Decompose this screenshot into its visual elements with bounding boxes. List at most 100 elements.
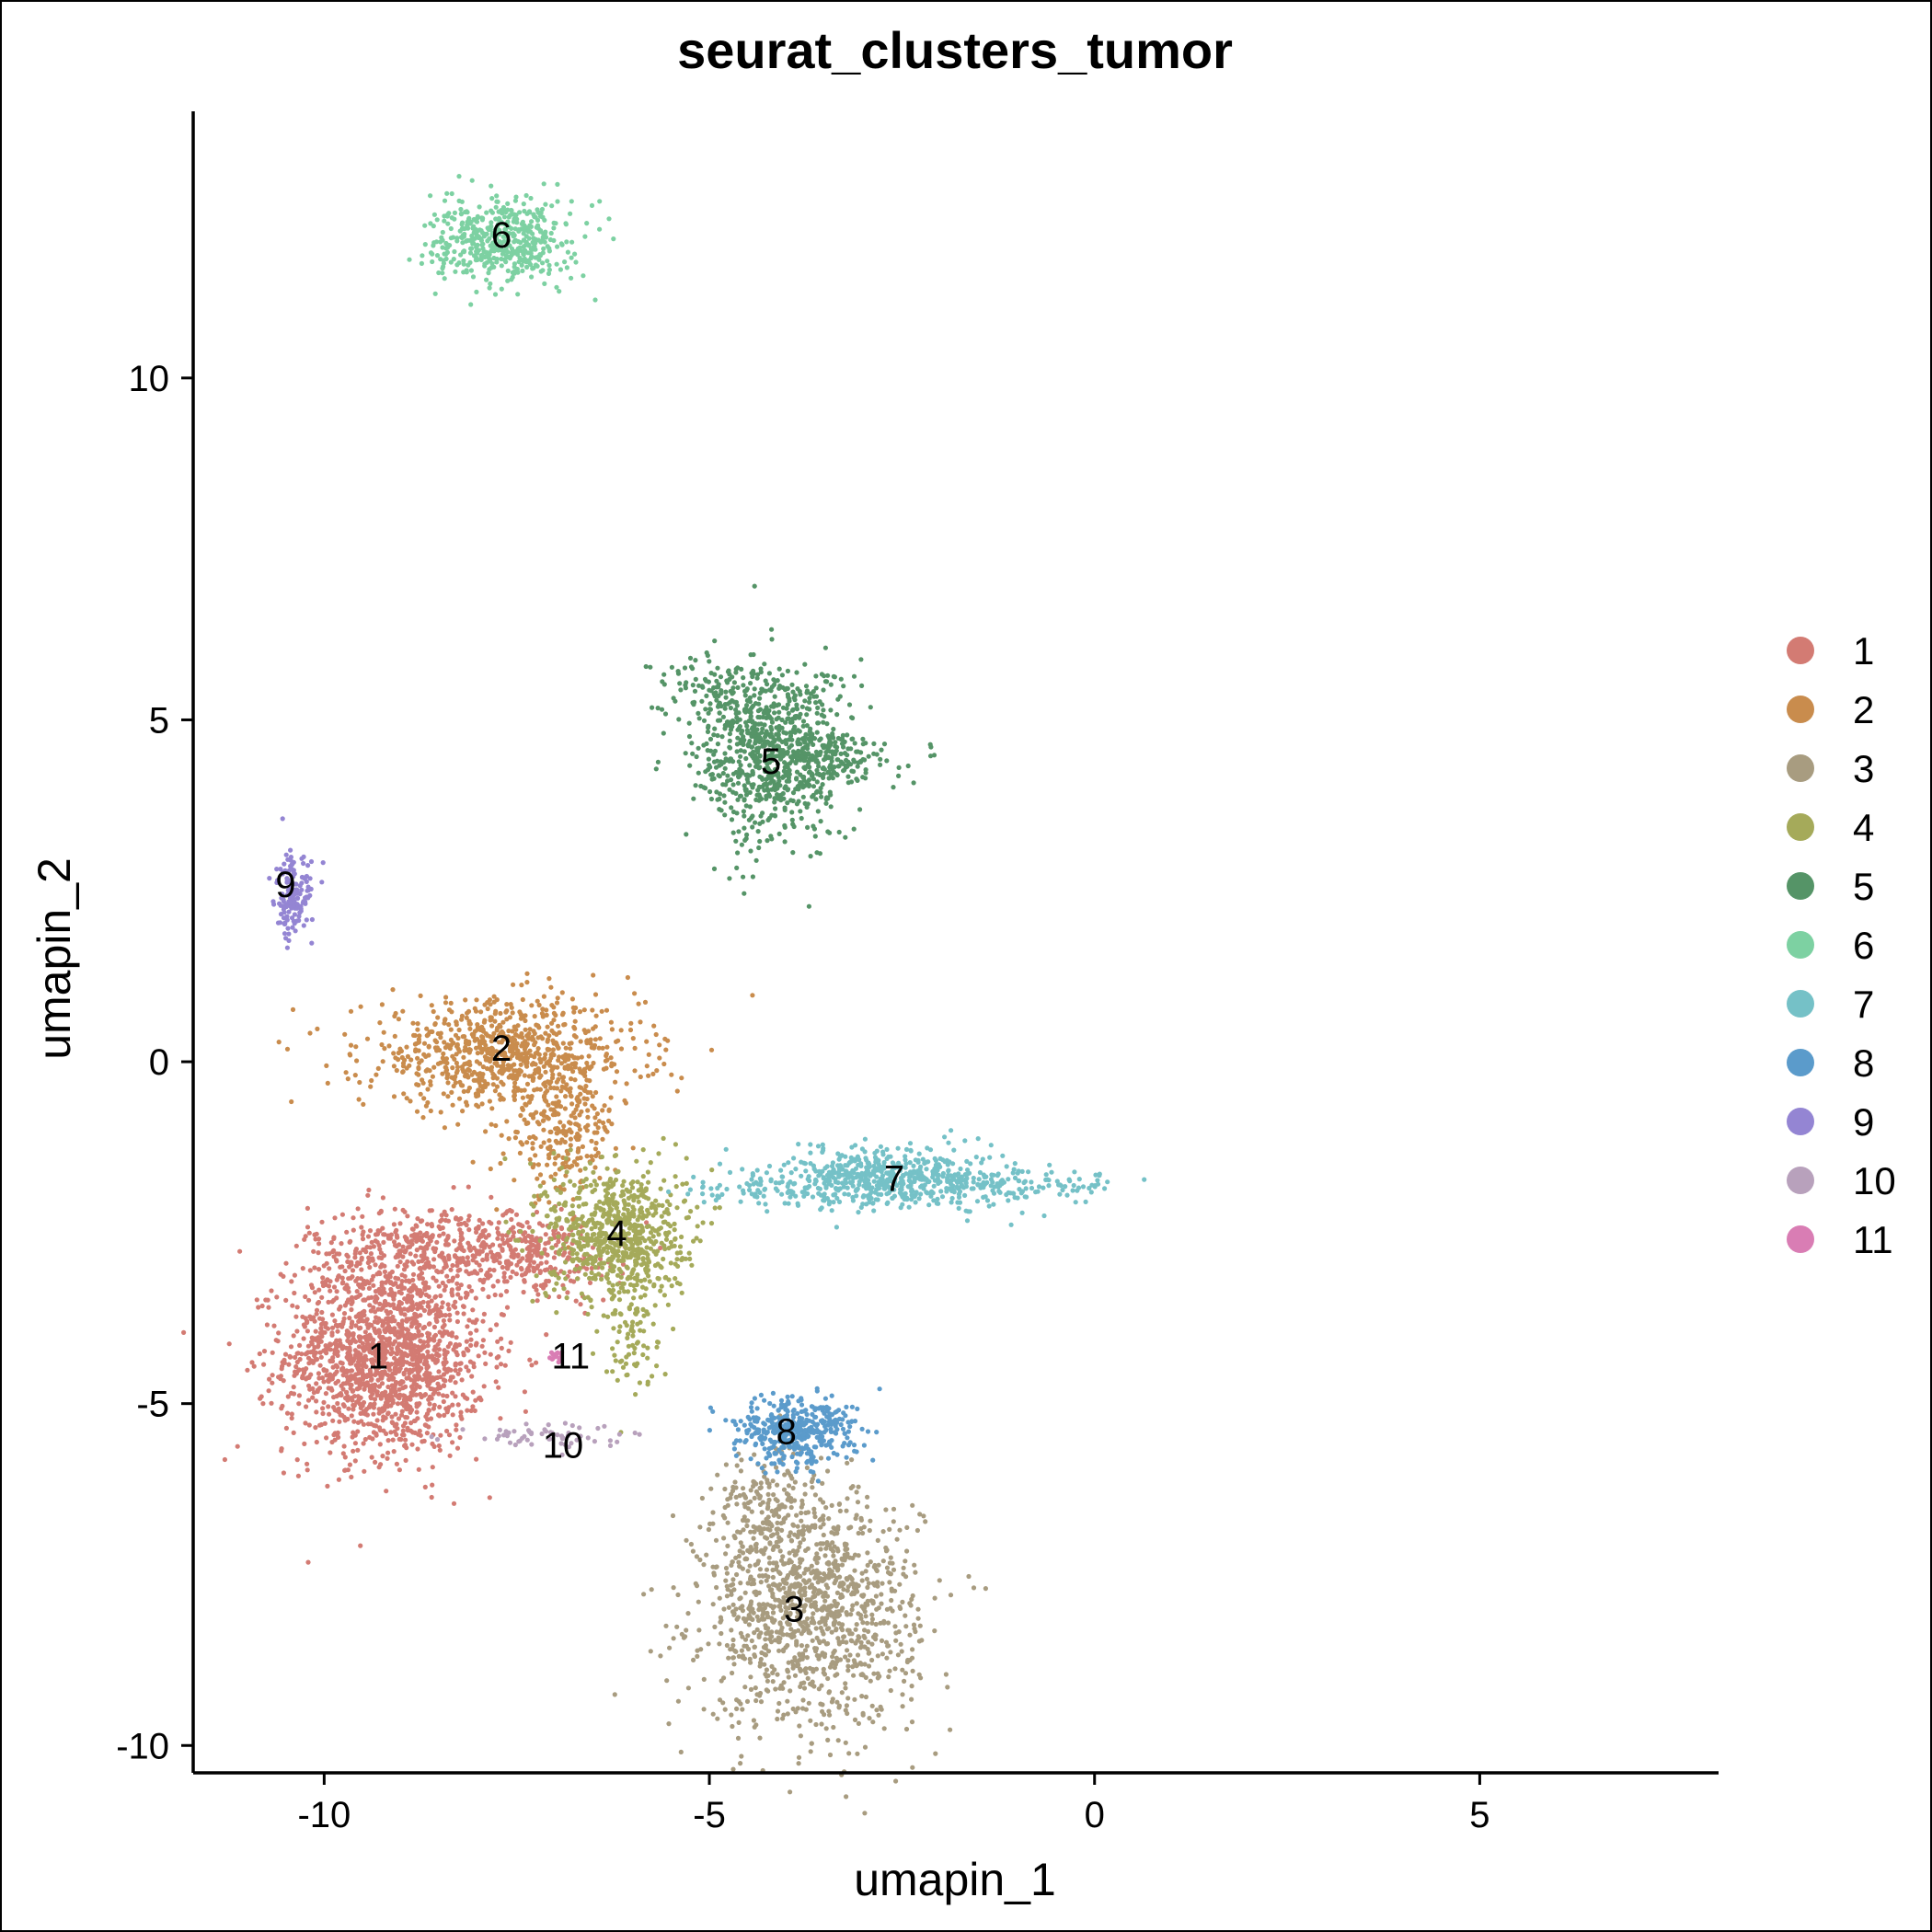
point xyxy=(339,1366,345,1372)
point xyxy=(629,1185,636,1190)
point xyxy=(315,1026,320,1031)
point xyxy=(596,1045,602,1051)
point xyxy=(408,1394,413,1399)
point xyxy=(845,1460,850,1466)
point xyxy=(849,1607,855,1613)
point xyxy=(516,1259,522,1264)
point xyxy=(867,1716,872,1721)
point xyxy=(520,1107,526,1112)
point xyxy=(722,1486,728,1492)
point xyxy=(721,1606,727,1612)
point xyxy=(822,1553,828,1558)
point xyxy=(893,1638,899,1643)
point xyxy=(466,1041,472,1047)
point xyxy=(710,1602,716,1607)
point xyxy=(291,1430,296,1435)
point xyxy=(886,1674,891,1680)
point xyxy=(887,1526,892,1532)
point xyxy=(561,1242,567,1248)
point xyxy=(454,1064,461,1070)
point xyxy=(719,1617,724,1623)
point xyxy=(608,1095,614,1100)
point xyxy=(338,1391,343,1397)
point xyxy=(431,1064,437,1070)
point xyxy=(810,1477,816,1482)
point xyxy=(748,1674,753,1680)
point xyxy=(356,1344,362,1350)
point xyxy=(373,1262,378,1268)
point xyxy=(296,1401,302,1407)
point xyxy=(793,1584,799,1590)
point xyxy=(472,1006,477,1011)
point xyxy=(707,1521,713,1526)
point xyxy=(673,1174,678,1179)
point xyxy=(523,1013,528,1018)
point xyxy=(844,1703,850,1708)
point xyxy=(710,1711,716,1717)
point xyxy=(471,1077,477,1083)
point xyxy=(759,1650,765,1656)
point xyxy=(369,1077,374,1084)
point xyxy=(329,1325,336,1330)
point xyxy=(848,1485,854,1490)
point xyxy=(826,1516,832,1522)
point xyxy=(548,984,554,990)
point xyxy=(305,1225,311,1230)
point xyxy=(798,1733,804,1739)
point xyxy=(426,1335,431,1340)
point xyxy=(289,1415,294,1421)
point xyxy=(412,1343,418,1349)
point xyxy=(334,1289,339,1294)
point xyxy=(879,1638,885,1643)
point xyxy=(359,1257,364,1262)
point xyxy=(518,1062,523,1067)
point xyxy=(765,1535,770,1541)
point xyxy=(316,1287,322,1293)
point xyxy=(523,1101,528,1107)
point xyxy=(467,1330,473,1336)
point xyxy=(437,1233,443,1238)
point xyxy=(354,1058,360,1064)
point xyxy=(901,1565,906,1570)
point xyxy=(349,1474,354,1480)
point xyxy=(535,1265,540,1271)
point xyxy=(524,1220,530,1225)
point xyxy=(835,1548,841,1554)
point xyxy=(431,1334,437,1340)
point xyxy=(390,987,396,993)
point xyxy=(442,1040,447,1045)
point xyxy=(701,1707,707,1712)
point xyxy=(503,1009,509,1015)
point xyxy=(425,1031,431,1038)
point xyxy=(500,1213,506,1218)
point xyxy=(483,1031,489,1037)
point xyxy=(438,1293,443,1299)
point xyxy=(620,1189,626,1194)
point xyxy=(294,1328,300,1334)
point xyxy=(332,1340,338,1346)
point xyxy=(799,1510,804,1516)
point xyxy=(443,1283,448,1289)
point xyxy=(850,1603,856,1608)
point xyxy=(440,1071,445,1076)
point xyxy=(795,1524,800,1529)
point xyxy=(592,1146,599,1152)
point xyxy=(425,1222,431,1227)
point xyxy=(325,1080,330,1086)
point xyxy=(734,1571,740,1578)
point xyxy=(339,1275,345,1281)
point xyxy=(405,1406,410,1412)
point xyxy=(523,1018,528,1024)
point xyxy=(380,1225,385,1231)
point xyxy=(461,1054,466,1060)
point xyxy=(499,1133,504,1138)
point xyxy=(367,1332,373,1338)
point xyxy=(657,1042,662,1048)
point xyxy=(480,1318,486,1324)
point xyxy=(923,1519,928,1524)
point xyxy=(366,1255,372,1260)
point xyxy=(358,1325,363,1330)
point xyxy=(428,1082,433,1087)
point xyxy=(773,1686,778,1692)
